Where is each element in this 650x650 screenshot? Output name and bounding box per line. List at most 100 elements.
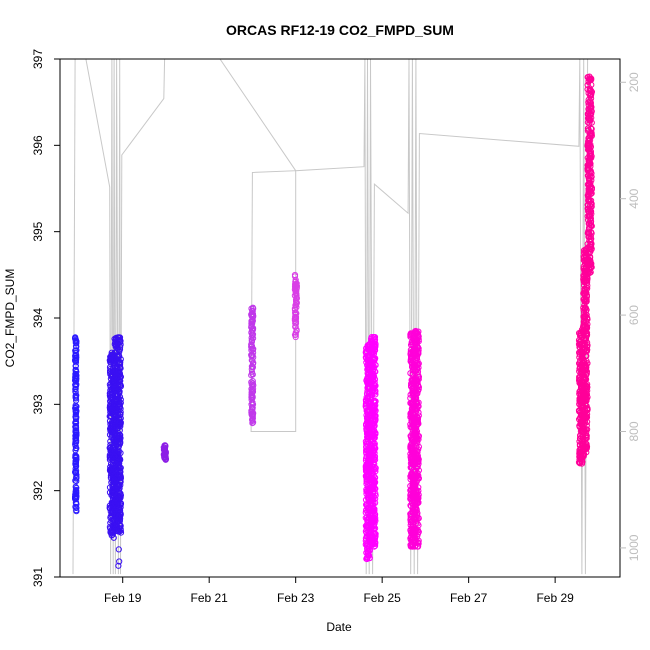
data-point (293, 290, 300, 297)
data-point (111, 430, 118, 437)
data-point (111, 453, 118, 460)
data-point (410, 486, 417, 493)
data-point (113, 355, 120, 362)
y-tick-label: 392 (31, 480, 45, 500)
data-point (367, 501, 374, 508)
data-point (582, 299, 590, 306)
data-point (249, 370, 256, 377)
data-point (585, 125, 592, 132)
data-point (107, 438, 114, 445)
data-point (587, 253, 594, 260)
data-point (588, 154, 595, 161)
data-point (364, 554, 371, 561)
data-point (117, 492, 125, 499)
x-tick-label: Feb 23 (277, 591, 315, 605)
data-point (371, 432, 378, 439)
data-point (73, 478, 80, 485)
data-point (116, 380, 123, 388)
data-point (371, 407, 378, 414)
data-point (113, 407, 120, 415)
data-point (72, 444, 80, 451)
data-point (587, 238, 594, 246)
data-point (411, 352, 419, 359)
data-point (585, 269, 592, 276)
data-point (249, 392, 256, 399)
data-point (114, 458, 121, 466)
data-point (117, 501, 125, 508)
data-point (414, 528, 421, 535)
data-point (587, 241, 595, 248)
data-point (113, 334, 120, 341)
data-point (368, 396, 375, 403)
data-point (369, 430, 377, 437)
data-point (369, 338, 376, 345)
data-point (580, 426, 587, 433)
data-point (583, 397, 590, 404)
data-point (372, 430, 379, 437)
data-point (581, 410, 588, 417)
data-point (249, 410, 256, 418)
data-point (112, 418, 119, 425)
data-point (111, 376, 118, 383)
data-point (409, 385, 416, 392)
data-point (249, 326, 257, 333)
data-point (111, 519, 118, 526)
data-point (585, 228, 592, 235)
data-point (248, 379, 255, 386)
data-point (415, 443, 422, 450)
data-points (72, 73, 596, 569)
data-point (115, 526, 123, 534)
data-point (73, 456, 80, 463)
x-axis-label: Date (326, 620, 352, 634)
data-point (72, 347, 79, 354)
data-point (249, 363, 256, 370)
data-point (585, 262, 592, 269)
data-point (371, 434, 378, 441)
data-point (293, 310, 300, 317)
data-point (415, 349, 422, 356)
data-point (372, 343, 379, 350)
data-point (72, 373, 79, 380)
data-point (582, 367, 590, 374)
data-point (248, 323, 255, 330)
data-point (579, 458, 586, 465)
data-point (371, 442, 378, 449)
data-point (107, 519, 114, 527)
data-point (72, 351, 80, 358)
data-point (292, 320, 300, 327)
data-point (250, 345, 257, 352)
data-point (586, 221, 593, 228)
data-point (408, 353, 415, 360)
data-point (370, 507, 377, 514)
data-point (588, 203, 595, 210)
data-point (250, 419, 257, 426)
data-point (588, 170, 595, 177)
data-point (369, 416, 376, 423)
data-point (371, 379, 378, 386)
data-point (412, 455, 419, 462)
series-rf13 (106, 334, 125, 569)
data-point (370, 448, 377, 455)
data-point (582, 348, 589, 355)
data-point (584, 384, 591, 391)
data-point (585, 141, 593, 148)
data-point (249, 415, 256, 422)
y-tick-label: 396 (31, 135, 45, 155)
data-point (369, 482, 377, 489)
data-point (368, 346, 375, 353)
data-point (108, 532, 115, 539)
data-point (584, 111, 592, 118)
data-point (117, 409, 124, 416)
data-point (582, 352, 589, 360)
data-point (581, 396, 589, 403)
data-point (415, 386, 422, 393)
series-rf15 (248, 304, 257, 427)
series-rf19 (575, 73, 596, 467)
data-point (411, 505, 419, 512)
data-point (412, 414, 419, 421)
data-point (581, 414, 588, 421)
data-point (111, 341, 118, 348)
data-point (369, 420, 376, 427)
data-point (412, 391, 419, 399)
